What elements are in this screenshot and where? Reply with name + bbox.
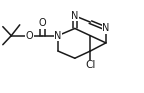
Text: N: N xyxy=(71,11,78,21)
Text: N: N xyxy=(54,31,62,41)
Text: O: O xyxy=(39,18,46,28)
Text: Cl: Cl xyxy=(85,60,96,70)
Text: O: O xyxy=(26,31,33,41)
Text: N: N xyxy=(102,23,110,33)
